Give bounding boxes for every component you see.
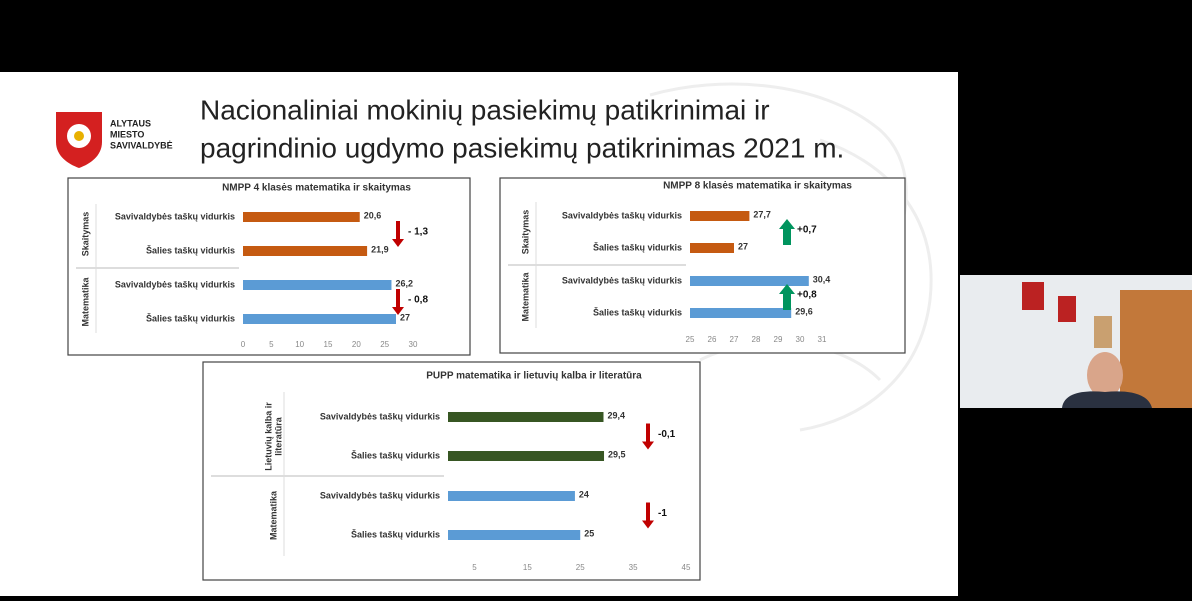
x-tick-label: 29: [774, 335, 783, 344]
change-label: - 0,8: [408, 295, 428, 306]
x-tick-label: 31: [818, 335, 827, 344]
category-label: Šalies taškų vidurkis: [593, 241, 682, 252]
x-tick-label: 28: [752, 335, 761, 344]
bar: [690, 308, 792, 318]
change-arrow: [392, 289, 404, 315]
group-label: Matematika: [520, 272, 530, 322]
change-label: +0,8: [797, 290, 817, 301]
x-tick-label: 20: [352, 340, 361, 349]
value-label: 27: [400, 312, 410, 322]
value-label: 29,5: [608, 449, 626, 459]
category-label: Savivaldybės taškų vidurkis: [115, 211, 235, 221]
x-tick-label: 35: [629, 563, 638, 572]
category-label: Savivaldybės taškų vidurkis: [562, 210, 682, 220]
slide-title: Nacionaliniai mokinių pasiekimų patikrin…: [200, 94, 770, 125]
group-label: literatūra: [273, 416, 283, 456]
x-tick-label: 45: [682, 563, 691, 572]
change-label: -0,1: [658, 429, 676, 440]
value-label: 29,4: [607, 410, 625, 420]
group-label: Matematika: [268, 490, 278, 540]
logo-text: SAVIVALDYBĖ: [110, 140, 173, 150]
x-tick-label: 15: [324, 340, 333, 349]
chart-title: PUPP matematika ir lietuvių kalba ir lit…: [426, 371, 642, 382]
value-label: 20,6: [364, 210, 382, 220]
chart-title: NMPP 4 klasės matematika ir skaitymas: [222, 183, 411, 194]
bar: [243, 246, 368, 256]
group-label: Matematika: [80, 277, 90, 327]
bar: [448, 412, 604, 422]
group-label: Lietuvių kalba ir: [263, 402, 273, 471]
x-tick-label: 30: [409, 340, 418, 349]
category-label: Savivaldybės taškų vidurkis: [320, 490, 440, 500]
change-arrow: [642, 502, 654, 529]
change-label: - 1,3: [408, 227, 428, 238]
bar: [690, 276, 809, 286]
webcam: [960, 275, 1192, 408]
bar: [448, 530, 581, 540]
x-tick-label: 30: [796, 335, 805, 344]
value-label: 30,4: [813, 274, 831, 284]
charts: NMPP 4 klasės matematika ir skaitymas 0 5 1…: [67, 177, 906, 581]
category-label: Savivaldybės taškų vidurkis: [562, 275, 682, 285]
bar: [690, 211, 750, 221]
x-tick-label: 26: [708, 335, 717, 344]
category-label: Šalies taškų vidurkis: [146, 244, 235, 255]
x-tick-label: 0: [241, 340, 246, 349]
value-label: 27: [738, 241, 748, 251]
bar: [448, 451, 605, 461]
bar: [243, 314, 396, 324]
slide-title: pagrindinio ugdymo pasiekimų patikrinima…: [200, 132, 844, 163]
chart-title: NMPP 8 klasės matematika ir skaitymas: [663, 181, 852, 192]
value-label: 26,2: [395, 278, 413, 288]
bar: [243, 212, 360, 222]
value-label: 29,6: [795, 306, 813, 316]
x-tick-label: 25: [380, 340, 389, 349]
logo-text: ALYTAUS: [110, 118, 151, 128]
group-label: Skaitymas: [520, 210, 530, 255]
change-arrow: [779, 284, 795, 310]
x-tick-label: 5: [269, 340, 274, 349]
chart-frame: [67, 177, 471, 356]
category-label: Šalies taškų vidurkis: [146, 312, 235, 323]
logo: [56, 112, 102, 168]
change-label: -1: [658, 508, 667, 519]
change-label: +0,7: [797, 225, 817, 236]
change-arrow: [779, 219, 795, 245]
chart-frame: [202, 361, 701, 581]
category-label: Savivaldybės taškų vidurkis: [320, 411, 440, 421]
value-label: 27,7: [753, 209, 771, 219]
x-tick-label: 15: [523, 563, 532, 572]
x-tick-label: 10: [295, 340, 304, 349]
logo-text: MIESTO: [110, 129, 144, 139]
category-label: Šalies taškų vidurkis: [351, 528, 440, 539]
change-arrow: [642, 423, 654, 450]
bar: [690, 243, 734, 253]
change-arrow: [392, 221, 404, 247]
category-label: Šalies taškų vidurkis: [351, 449, 440, 460]
category-label: Savivaldybės taškų vidurkis: [115, 279, 235, 289]
value-label: 24: [579, 489, 589, 499]
x-tick-label: 5: [472, 563, 477, 572]
value-label: 25: [584, 528, 594, 538]
bar: [448, 491, 575, 501]
bar: [243, 280, 392, 290]
value-label: 21,9: [371, 244, 389, 254]
category-label: Šalies taškų vidurkis: [593, 306, 682, 317]
group-label: Skaitymas: [80, 212, 90, 257]
x-tick-label: 25: [686, 335, 695, 344]
x-tick-label: 25: [576, 563, 585, 572]
x-tick-label: 27: [730, 335, 739, 344]
